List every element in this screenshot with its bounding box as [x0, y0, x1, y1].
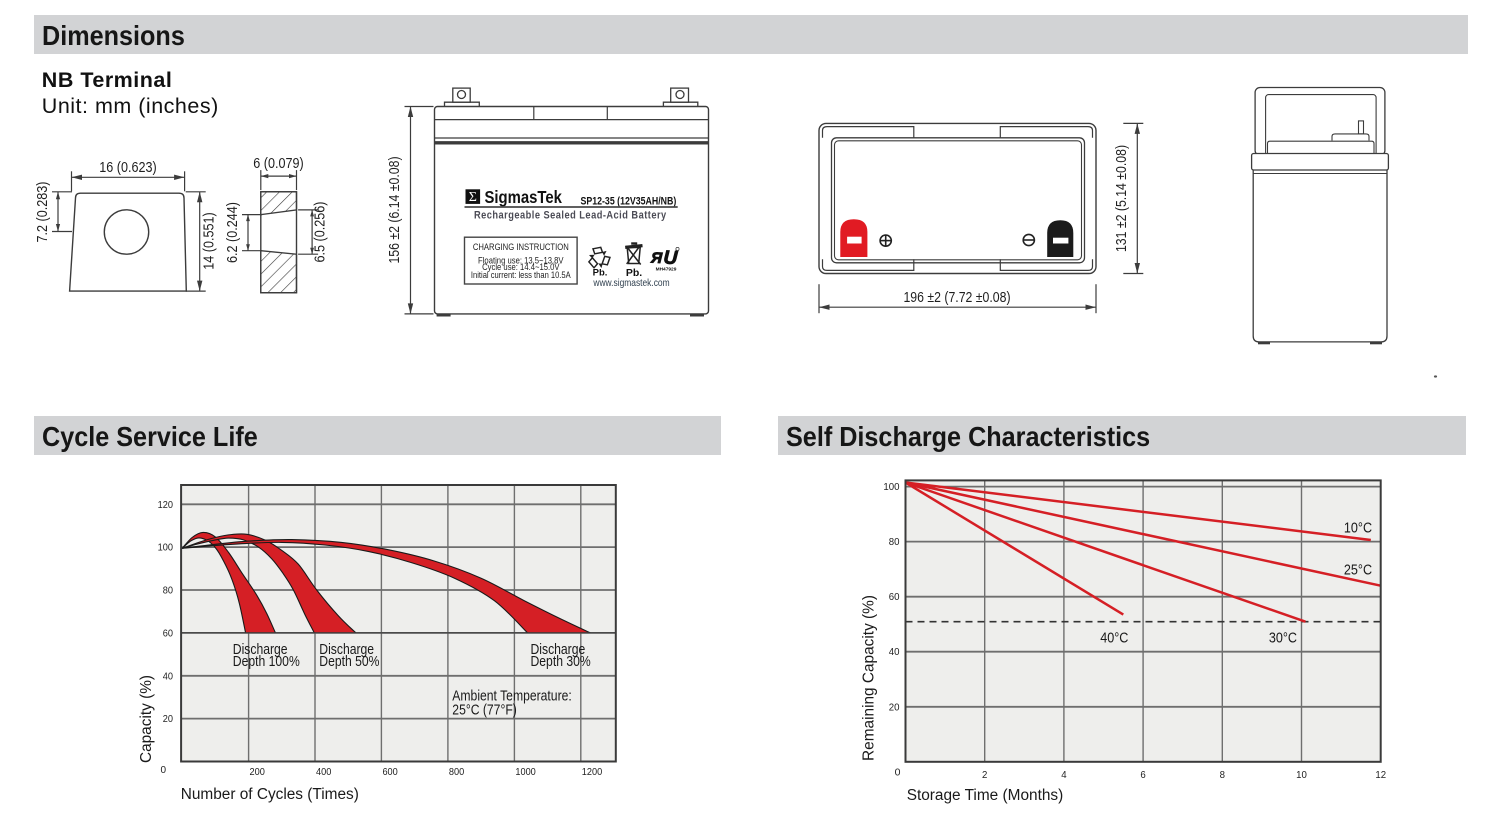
- svg-text:Capacity (%): Capacity (%): [138, 675, 155, 763]
- svg-text:20: 20: [889, 702, 900, 713]
- svg-text:Remaining Capacity (%): Remaining Capacity (%): [861, 595, 878, 761]
- svg-text:Number of Cycles (Times): Number of Cycles (Times): [181, 786, 359, 803]
- svg-text:30°C: 30°C: [1269, 629, 1297, 645]
- svg-text:80: 80: [889, 537, 900, 548]
- svg-text:12: 12: [1375, 770, 1386, 781]
- svg-text:4: 4: [1061, 770, 1067, 781]
- svg-text:8: 8: [1220, 770, 1226, 781]
- svg-text:Pb.: Pb.: [593, 268, 608, 279]
- svg-text:40°C: 40°C: [1100, 630, 1128, 646]
- svg-text:Pb.: Pb.: [626, 267, 642, 279]
- svg-text:25°C (77°F): 25°C (77°F): [452, 702, 516, 718]
- svg-text:100: 100: [883, 482, 899, 493]
- svg-text:10°C: 10°C: [1344, 520, 1372, 536]
- svg-text:6.5 (0.256): 6.5 (0.256): [310, 202, 327, 263]
- svg-text:60: 60: [163, 628, 173, 639]
- svg-text:6 (0.079): 6 (0.079): [253, 154, 303, 171]
- svg-text:16 (0.623): 16 (0.623): [99, 158, 156, 175]
- svg-text:Discharge: Discharge: [233, 641, 288, 657]
- svg-text:Σ: Σ: [469, 190, 477, 205]
- svg-text:7.2 (0.283): 7.2 (0.283): [33, 182, 50, 243]
- svg-text:Rechargeable Sealed Lead-Acid: Rechargeable Sealed Lead-Acid Battery: [474, 210, 667, 222]
- svg-text:131 ±2 (5.14 ±0.08): 131 ±2 (5.14 ±0.08): [1113, 145, 1129, 252]
- svg-text:40: 40: [889, 647, 900, 658]
- svg-text:Depth 50%: Depth 50%: [319, 653, 379, 669]
- svg-text:MH47929: MH47929: [656, 267, 677, 273]
- svg-text:6: 6: [1140, 770, 1146, 781]
- svg-text:SP12-35 (12V35AH/NB): SP12-35 (12V35AH/NB): [581, 196, 677, 208]
- svg-text:CHARGING INSTRUCTION: CHARGING INSTRUCTION: [473, 241, 569, 252]
- svg-text:0: 0: [895, 767, 901, 779]
- svg-text:Initial current: less than 10.: Initial current: less than 10.5A: [471, 269, 571, 280]
- svg-text:80: 80: [163, 585, 173, 596]
- svg-text:600: 600: [382, 767, 397, 778]
- svg-text:Floating use: 13.5~13.8V: Floating use: 13.5~13.8V: [478, 255, 564, 266]
- svg-text:14 (0.551): 14 (0.551): [199, 212, 216, 269]
- svg-text:6.2 (0.244): 6.2 (0.244): [223, 202, 240, 263]
- svg-text:120: 120: [158, 499, 173, 510]
- svg-text:156 ±2 (6.14 ±0.08): 156 ±2 (6.14 ±0.08): [386, 156, 402, 263]
- svg-text:Cycle use: 14.4~15.0V: Cycle use: 14.4~15.0V: [482, 261, 560, 272]
- svg-text:Discharge: Discharge: [319, 641, 374, 657]
- svg-text:2: 2: [982, 770, 988, 781]
- svg-text:Depth 100%: Depth 100%: [233, 653, 300, 669]
- svg-text:200: 200: [250, 767, 265, 778]
- svg-text:SigmasTek: SigmasTek: [485, 188, 563, 207]
- svg-text:10: 10: [1296, 770, 1307, 781]
- svg-text:40: 40: [163, 671, 173, 682]
- svg-text:www.sigmastek.com: www.sigmastek.com: [592, 277, 669, 288]
- svg-text:Storage Time (Months): Storage Time (Months): [907, 787, 1064, 804]
- svg-text:0: 0: [160, 765, 166, 776]
- svg-text:60: 60: [889, 592, 900, 603]
- svg-text:400: 400: [316, 767, 331, 778]
- svg-text:196 ±2 (7.72 ±0.08): 196 ±2 (7.72 ±0.08): [903, 289, 1010, 305]
- svg-text:U: U: [663, 247, 679, 269]
- svg-text:Я: Я: [650, 249, 664, 267]
- svg-text:800: 800: [449, 767, 464, 778]
- svg-text:1200: 1200: [582, 767, 602, 778]
- svg-text:Ambient Temperature:: Ambient Temperature:: [452, 688, 571, 704]
- svg-text:25°C: 25°C: [1344, 562, 1372, 578]
- svg-text:Depth 30%: Depth 30%: [531, 653, 591, 669]
- svg-text:Discharge: Discharge: [531, 641, 586, 657]
- svg-text:1000: 1000: [515, 767, 535, 778]
- svg-text:20: 20: [163, 714, 173, 725]
- svg-text:100: 100: [158, 542, 173, 553]
